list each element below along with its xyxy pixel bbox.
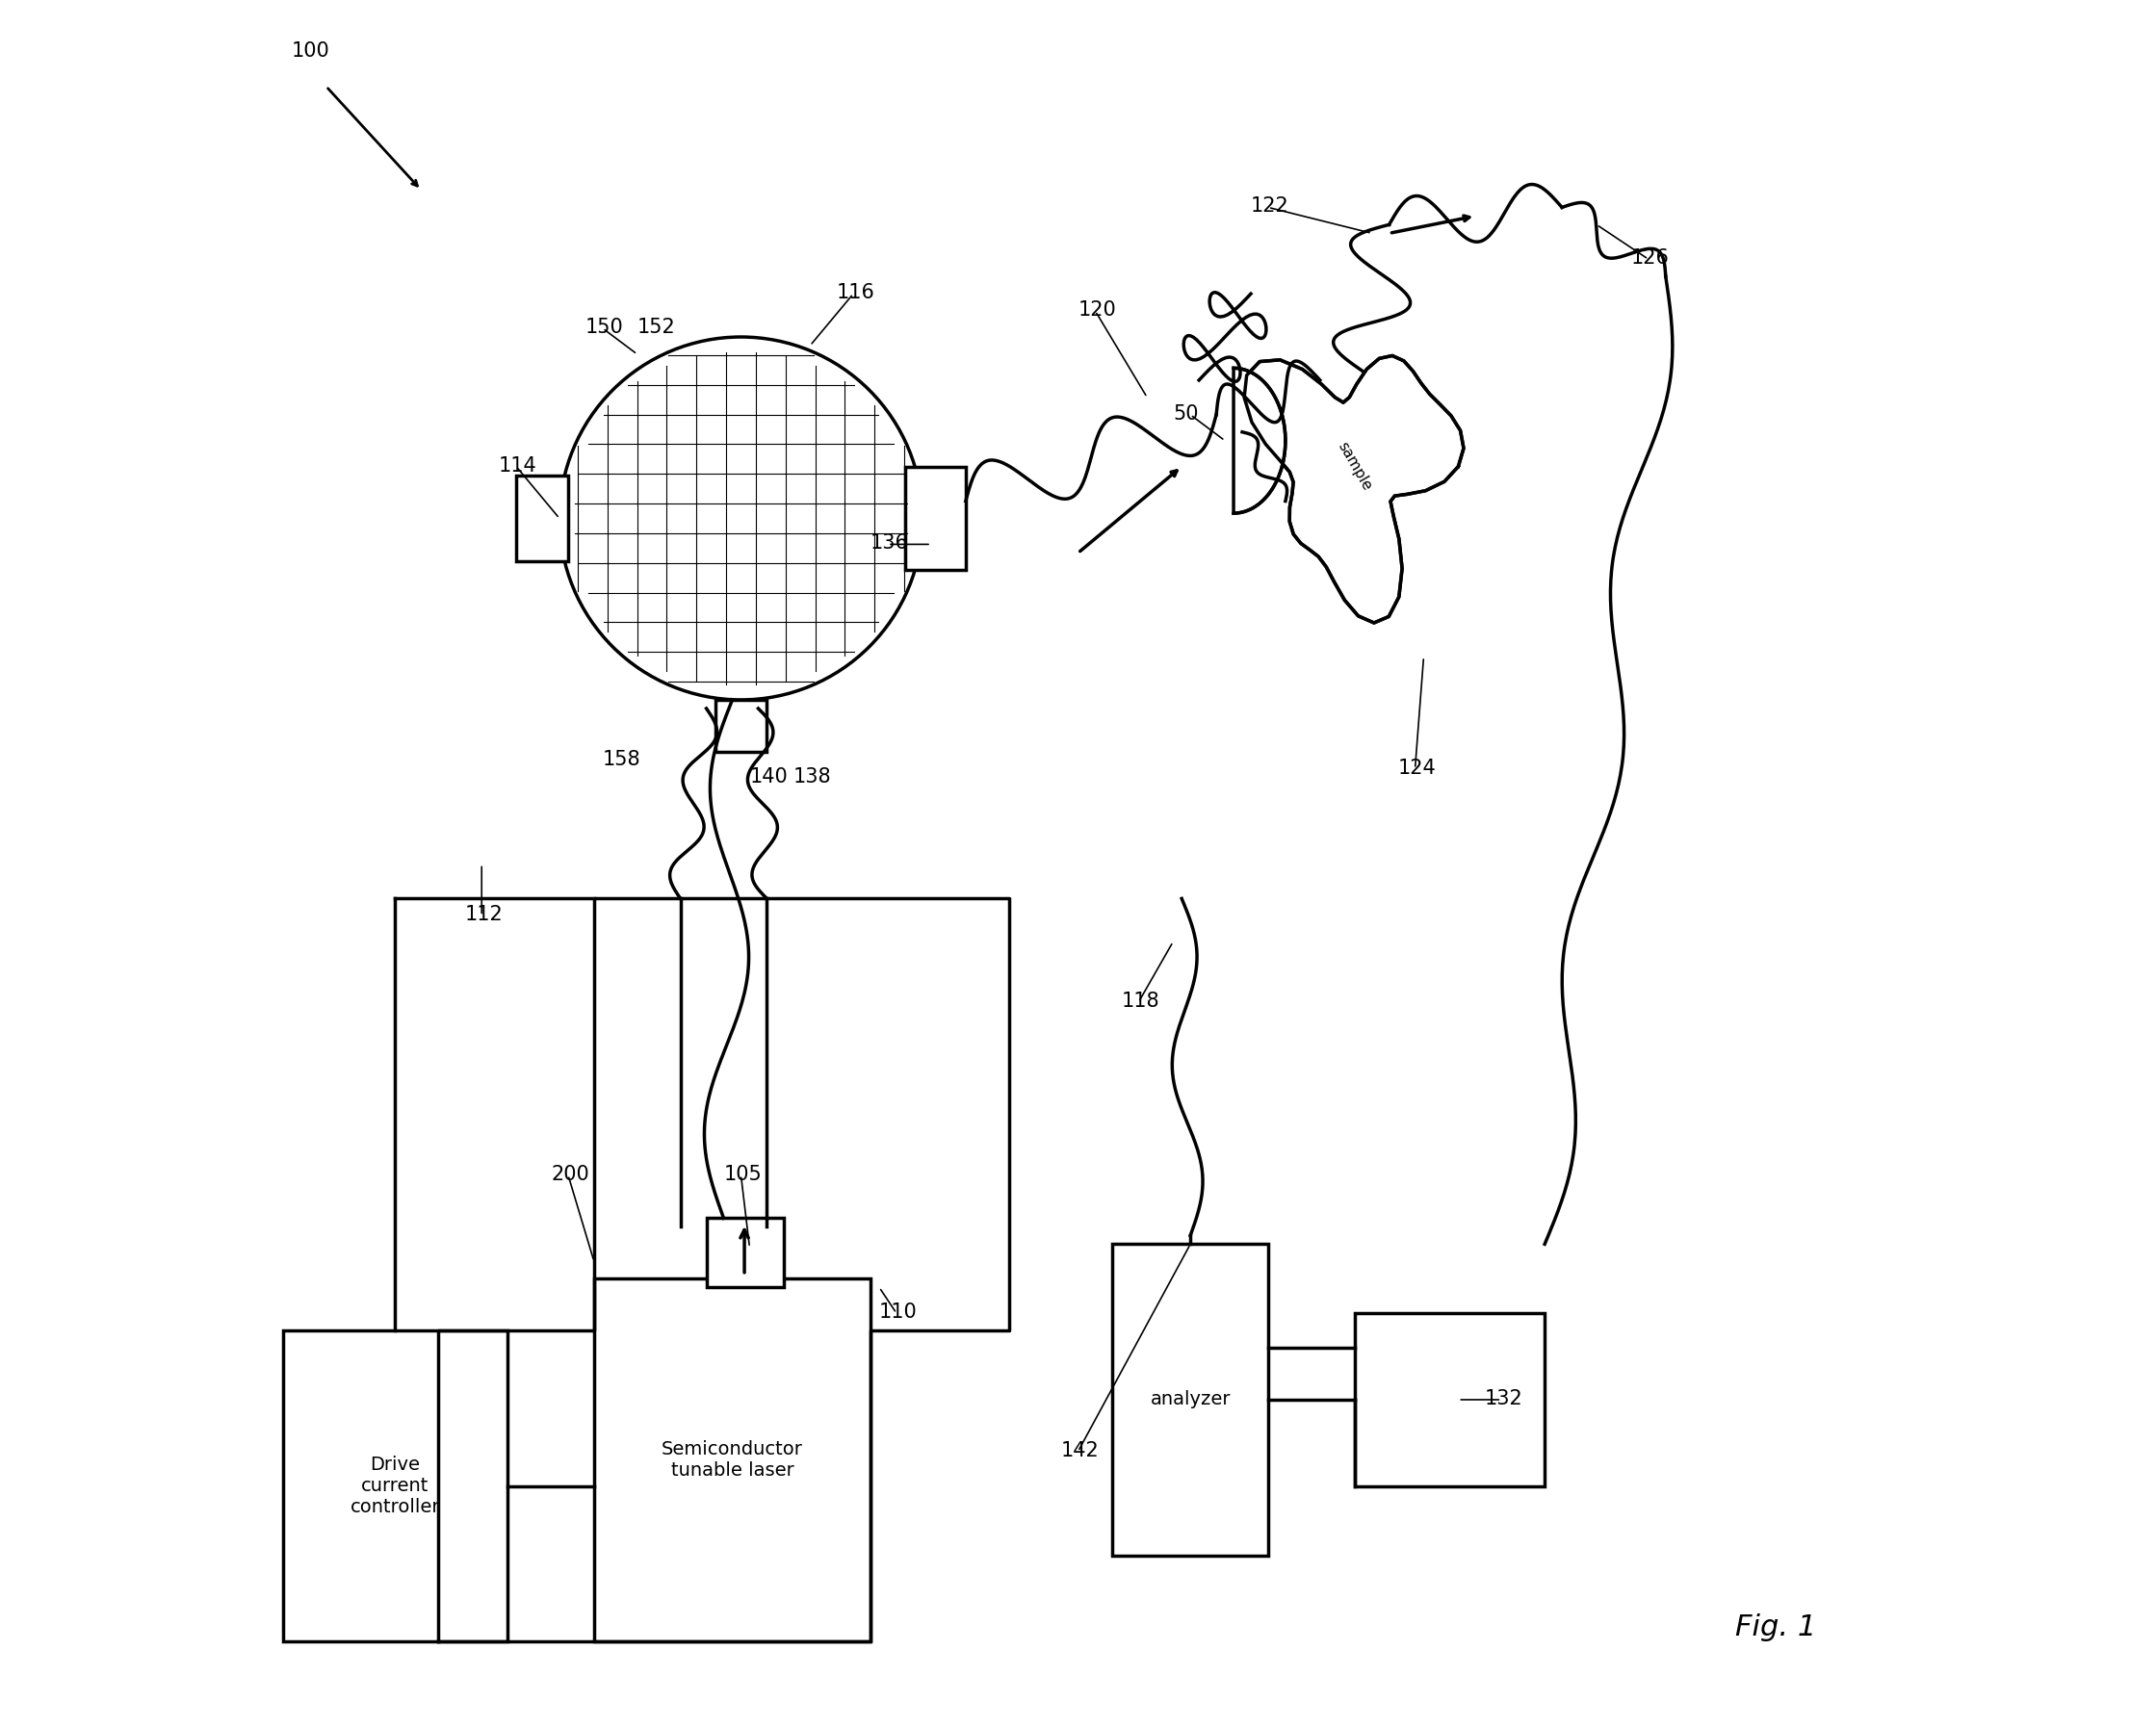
Text: 118: 118 [1121,992,1160,1011]
FancyBboxPatch shape [1112,1244,1268,1555]
FancyBboxPatch shape [282,1331,507,1642]
Text: 112: 112 [464,905,502,924]
Text: 120: 120 [1078,301,1117,320]
Text: 100: 100 [291,41,330,60]
Text: 50: 50 [1173,404,1199,423]
Text: 138: 138 [793,767,830,786]
Text: 114: 114 [498,456,537,475]
Text: Fig. 1: Fig. 1 [1736,1614,1815,1642]
Text: 140: 140 [750,767,787,786]
Polygon shape [1233,368,1285,513]
Text: 124: 124 [1397,759,1436,778]
Text: 116: 116 [837,283,875,302]
FancyBboxPatch shape [595,1279,871,1642]
FancyBboxPatch shape [716,700,768,752]
Text: 122: 122 [1250,197,1289,216]
Text: 152: 152 [638,318,675,337]
Text: Semiconductor
tunable laser: Semiconductor tunable laser [662,1441,802,1479]
FancyBboxPatch shape [707,1218,785,1287]
Text: 142: 142 [1061,1441,1100,1460]
Text: sample: sample [1335,439,1373,494]
Polygon shape [1244,356,1464,622]
Text: 150: 150 [586,318,623,337]
FancyBboxPatch shape [1354,1313,1544,1486]
Text: Drive
current
controller: Drive current controller [349,1455,440,1517]
FancyBboxPatch shape [515,475,567,562]
Text: 136: 136 [871,534,910,553]
Text: 126: 126 [1632,249,1669,268]
Text: 200: 200 [550,1165,589,1184]
Text: 105: 105 [724,1165,761,1184]
Text: 110: 110 [880,1303,918,1322]
Text: analyzer: analyzer [1149,1391,1231,1408]
Text: 158: 158 [604,750,640,769]
Text: 132: 132 [1483,1389,1522,1408]
FancyBboxPatch shape [906,467,966,570]
Circle shape [558,337,923,700]
